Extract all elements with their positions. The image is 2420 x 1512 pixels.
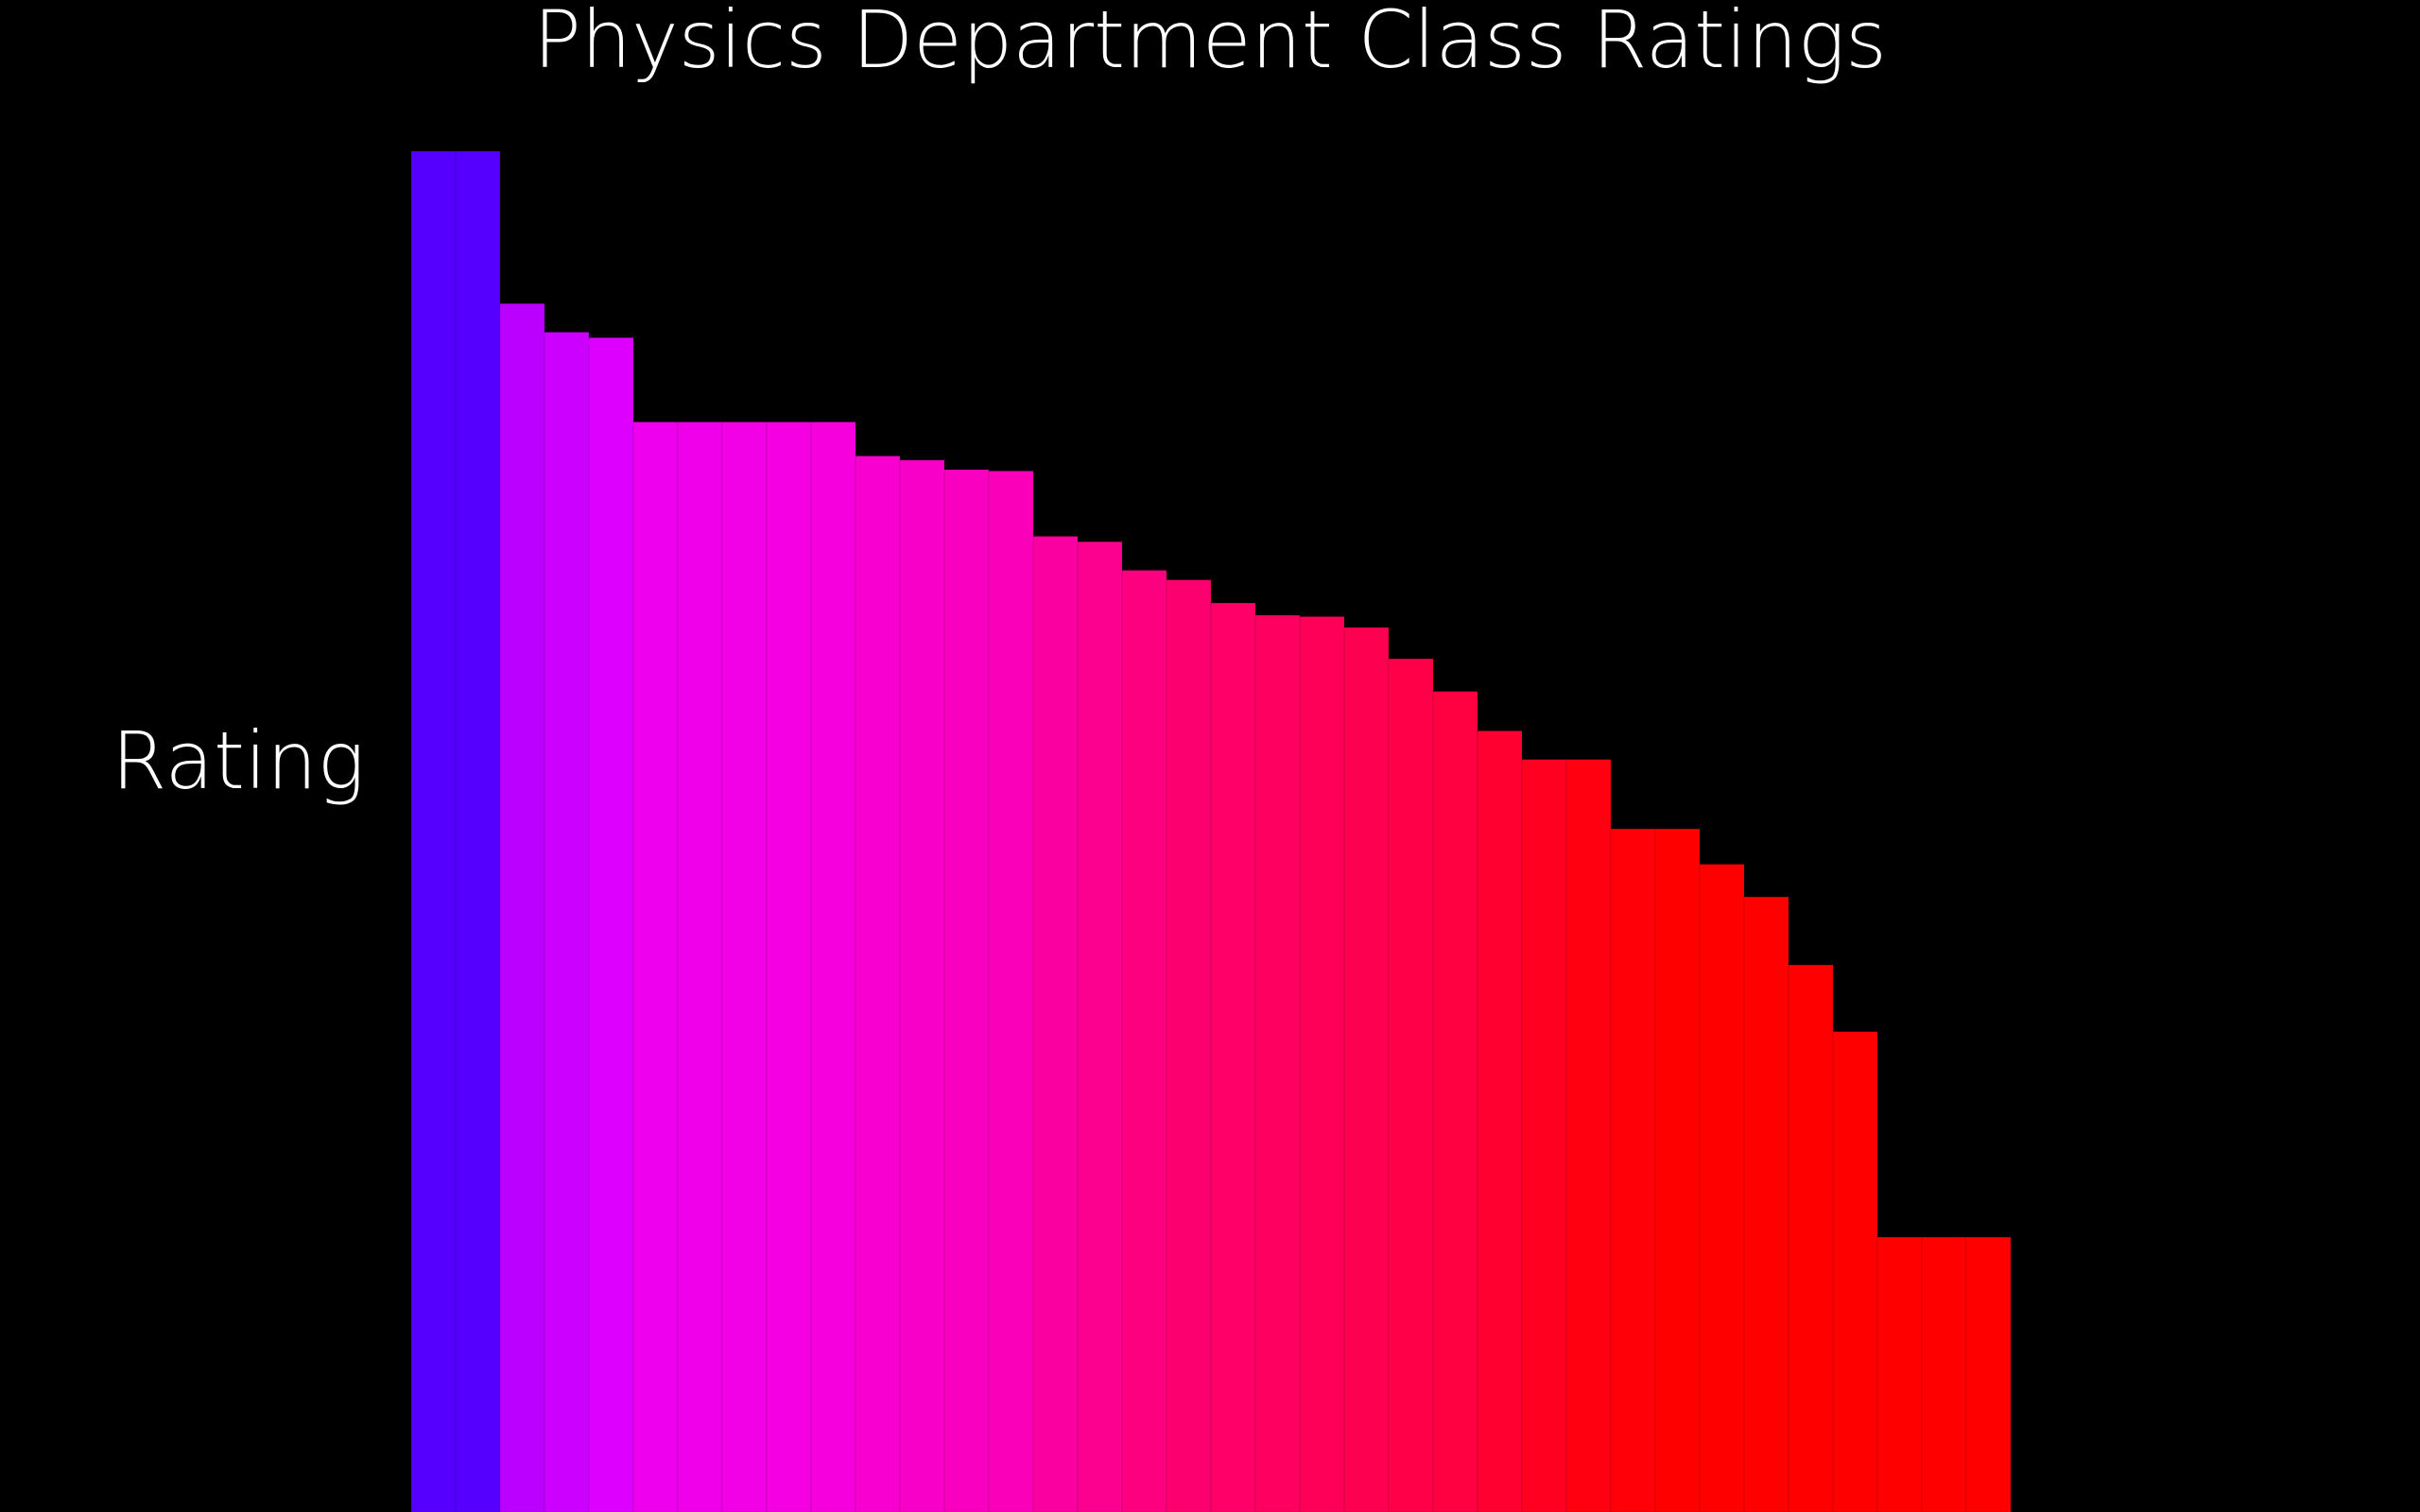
bar-6 [632, 421, 679, 1512]
bar-28 [1610, 828, 1656, 1512]
bar-11 [855, 455, 901, 1512]
bar-19 [1210, 602, 1256, 1512]
bar-16 [1077, 541, 1123, 1512]
bar-4 [544, 332, 590, 1512]
bar-20 [1254, 614, 1301, 1512]
bar-3 [499, 302, 545, 1512]
y-axis-label: Rating [112, 714, 365, 807]
bar-32 [1788, 964, 1834, 1512]
bar-1 [410, 150, 457, 1512]
bar-26 [1521, 759, 1567, 1512]
bar-2 [455, 150, 501, 1512]
bar-30 [1699, 864, 1745, 1512]
bar-10 [810, 421, 856, 1512]
bar-35 [1921, 1236, 1967, 1512]
bar-12 [899, 459, 945, 1512]
bar-18 [1166, 579, 1212, 1512]
bar-13 [943, 469, 990, 1512]
bar-31 [1743, 896, 1789, 1512]
bar-25 [1477, 730, 1523, 1512]
bar-24 [1432, 691, 1478, 1512]
bar-7 [677, 421, 723, 1512]
bar-14 [988, 470, 1034, 1512]
bar-23 [1388, 658, 1434, 1512]
bar-8 [721, 421, 768, 1512]
bar-33 [1832, 1031, 1878, 1512]
bar-36 [1965, 1236, 2012, 1512]
chart-title: Physics Department Class Ratings [533, 0, 1887, 86]
bar-34 [1876, 1236, 1923, 1512]
bar-17 [1121, 570, 1167, 1512]
bar-22 [1343, 627, 1390, 1512]
bar-29 [1654, 828, 1701, 1512]
bar-15 [1032, 536, 1079, 1512]
bar-5 [588, 336, 634, 1512]
bar-21 [1299, 615, 1345, 1512]
bar-9 [766, 421, 812, 1512]
bar-27 [1565, 759, 1612, 1512]
